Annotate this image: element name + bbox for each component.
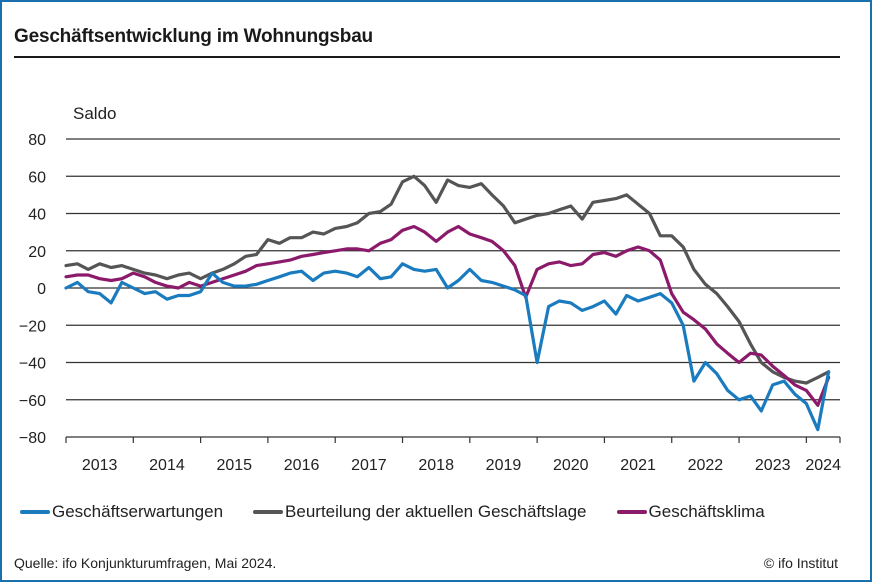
legend-swatch <box>20 510 50 514</box>
x-tick-label: 2024 <box>805 457 841 474</box>
y-axis-label: Saldo <box>73 104 117 123</box>
legend-item-geschaeftserwartungen: Geschäftserwartungen <box>20 502 223 522</box>
x-tick-label: 2014 <box>149 457 185 474</box>
legend-label: Beurteilung der aktuellen Geschäftslage <box>285 502 587 521</box>
y-tick-label: −80 <box>19 430 46 447</box>
y-tick-label: −40 <box>19 356 46 373</box>
y-tick-label: 60 <box>28 169 46 186</box>
y-tick-label: 0 <box>37 281 46 298</box>
y-tick-label: 20 <box>28 244 46 261</box>
series-line-1 <box>64 174 831 385</box>
x-tick-label: 2020 <box>553 457 589 474</box>
legend-label: Geschäftsklima <box>648 502 765 521</box>
y-tick-label: −20 <box>19 318 46 335</box>
legend-item-geschaeftsklima: Geschäftsklima <box>616 502 765 522</box>
x-tick-label: 2019 <box>486 457 522 474</box>
legend: Geschäftserwartungen Beurteilung der akt… <box>20 502 765 522</box>
x-tick-label: 2016 <box>284 457 320 474</box>
source-note: Quelle: ifo Konjunkturumfragen, Mai 2024… <box>14 555 277 571</box>
legend-item-geschaeftslage: Beurteilung der aktuellen Geschäftslage <box>253 502 587 522</box>
legend-label: Geschäftserwartungen <box>52 502 224 521</box>
y-tick-label: 80 <box>28 132 46 149</box>
y-tick-label: 40 <box>28 207 46 224</box>
x-tick-label: 2022 <box>688 457 724 474</box>
y-tick-label: −60 <box>19 393 46 410</box>
x-tick-label: 2013 <box>82 457 118 474</box>
x-tick-label: 2018 <box>418 457 454 474</box>
title-divider <box>14 56 840 58</box>
x-tick-label: 2015 <box>216 457 252 474</box>
legend-swatch <box>253 510 284 514</box>
x-tick-label: 2017 <box>351 457 387 474</box>
series-line-2 <box>64 224 831 407</box>
series-line-0 <box>64 262 831 432</box>
x-tick-label: 2023 <box>755 457 791 474</box>
x-tick-label: 2021 <box>620 457 656 474</box>
copyright: © ifo Institut <box>763 555 838 571</box>
chart-title: Geschäftsentwicklung im Wohnungsbau <box>14 26 373 47</box>
legend-swatch <box>616 510 647 514</box>
